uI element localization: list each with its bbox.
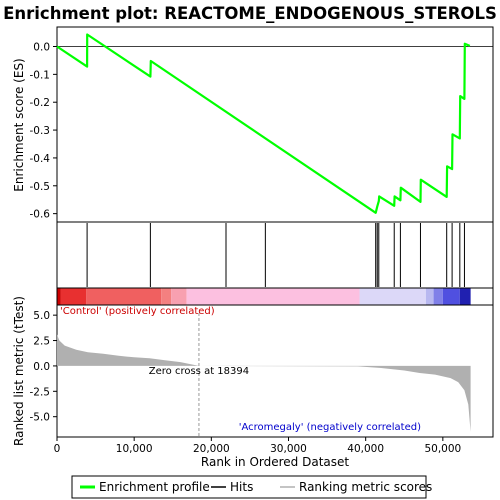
es-y-tick-label: -0.3 [30, 125, 51, 137]
heatmap-segment [359, 288, 426, 305]
metric-y-tick-label: -5.0 [30, 412, 51, 424]
x-axis-label: Rank in Ordered Dataset [201, 455, 349, 469]
es-y-tick-label: -0.1 [30, 69, 51, 81]
metric-y-tick-label: -2.5 [30, 386, 51, 398]
heatmap-segment [60, 288, 87, 305]
legend-frame [71, 475, 427, 499]
metric-y-tick-label: 5.0 [33, 310, 50, 322]
es-y-tick-label: -0.4 [30, 153, 51, 165]
zero-cross-annotation: Zero cross at 18394 [149, 366, 249, 377]
heatmap-segment [171, 288, 187, 305]
negative-annotation: 'Acromegaly' (negatively correlated) [239, 422, 421, 433]
x-tick-label: 50,000 [424, 443, 461, 455]
x-tick-label: 40,000 [347, 443, 384, 455]
x-tick-label: 30,000 [270, 443, 307, 455]
x-axis: 0 10,000 20,000 30,000 40,000 50,000 [54, 437, 461, 455]
heatmap-segment [57, 288, 61, 305]
heatmap-segment [186, 288, 360, 305]
es-y-axis: 0.0 -0.1 -0.2 -0.3 -0.4 -0.5 -0.6 [30, 42, 57, 221]
es-y-tick-label: -0.6 [30, 209, 51, 221]
es-y-axis-label: Enrichment score (ES) [12, 58, 26, 191]
es-panel-frame [56, 26, 494, 223]
x-tick-label: 20,000 [193, 443, 230, 455]
chart-title: Enrichment plot: REACTOME_ENDOGENOUS_STE… [3, 4, 497, 23]
metric-y-axis: 5.0 2.5 0.0 -2.5 -5.0 [30, 310, 57, 424]
hits-marks [86, 223, 465, 287]
metric-y-tick-label: 0.0 [33, 361, 50, 373]
positive-annotation: 'Control' (positively correlated) [60, 306, 215, 317]
heatmap-segment [459, 288, 471, 305]
metric-y-axis-label: Ranked list metric (tTest) [12, 296, 26, 446]
x-tick-label: 0 [54, 443, 61, 455]
hits-panel-frame [56, 221, 494, 289]
legend-metric-label: Ranking metric scores [299, 480, 432, 494]
metric-y-tick-label: 2.5 [33, 336, 50, 348]
ranked-heatmap-bar [57, 288, 471, 305]
heatmap-segment [442, 288, 460, 305]
legend-enrichment-label: Enrichment profile [99, 480, 210, 494]
heatmap-segment [86, 288, 162, 305]
es-y-tick-label: -0.5 [30, 181, 51, 193]
heatmap-segment [425, 288, 434, 305]
heatmap-segment [161, 288, 172, 305]
es-y-tick-label: -0.2 [30, 97, 51, 109]
x-tick-label: 10,000 [116, 443, 153, 455]
heatmap-segment [433, 288, 443, 305]
legend-hits-label: Hits [230, 480, 253, 494]
enrichment-profile-line [56, 33, 471, 214]
legend: Enrichment profile Hits Ranking metric s… [71, 475, 432, 499]
es-y-tick-label: 0.0 [33, 42, 50, 54]
